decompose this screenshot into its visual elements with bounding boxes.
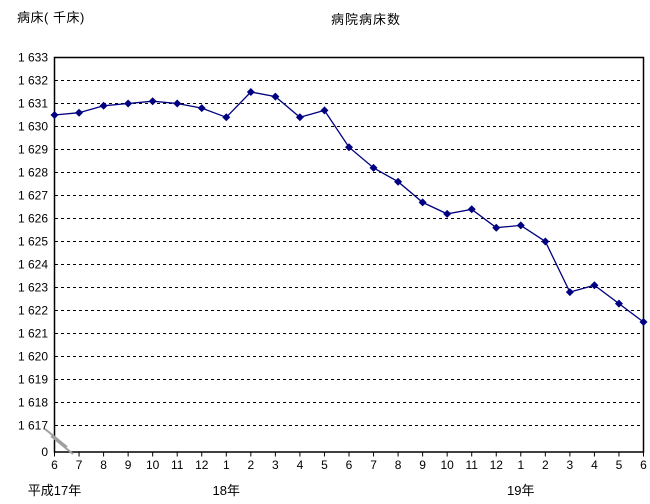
data-point-marker (148, 97, 157, 106)
y-axis-title: 病床( 千床) (17, 10, 85, 25)
x-tick-label: 9 (419, 458, 426, 472)
data-point-marker (467, 205, 476, 214)
data-point-marker (99, 101, 108, 110)
y-tick-label: 1 618 (18, 396, 48, 410)
data-point-marker (614, 299, 623, 308)
y-tick-label: 1 620 (18, 350, 48, 364)
x-tick-label: 4 (591, 458, 598, 472)
year-label: 平成17年 (28, 483, 81, 498)
x-tick-label: 6 (640, 458, 647, 472)
chart-title: 病院病床数 (331, 12, 402, 27)
x-tick-label: 5 (321, 458, 328, 472)
x-tick-label: 2 (247, 458, 254, 472)
data-point-marker (541, 237, 550, 246)
y-tick-label: 1 631 (18, 97, 48, 111)
data-point-marker (639, 318, 648, 326)
data-point-marker (50, 111, 59, 119)
y-tick-label: 1 619 (18, 373, 48, 387)
x-tick-label: 9 (125, 458, 132, 472)
y-zero-label: 0 (41, 445, 48, 459)
x-tick-label: 5 (616, 458, 623, 472)
data-point-marker (565, 288, 574, 297)
y-tick-label: 1 633 (18, 51, 48, 65)
x-tick-label: 10 (146, 458, 160, 472)
x-tick-label: 4 (297, 458, 304, 472)
x-tick-label: 10 (440, 458, 454, 472)
y-tick-label: 1 624 (18, 258, 48, 272)
data-point-marker (124, 99, 133, 108)
x-tick-label: 6 (51, 458, 58, 472)
x-tick-label: 12 (490, 458, 504, 472)
data-point-marker (345, 143, 353, 152)
plot-border (53, 56, 645, 453)
axis-break-mark (44, 428, 68, 448)
axis-break-mark (50, 435, 74, 455)
y-tick-label: 1 625 (18, 235, 48, 249)
x-tick-label: 7 (370, 458, 377, 472)
x-tick-label: 3 (272, 458, 279, 472)
y-tick-label: 1 630 (18, 120, 48, 134)
x-tick-label: 1 (517, 458, 524, 472)
y-tick-label: 1 617 (18, 419, 48, 433)
data-point-marker (271, 92, 280, 101)
year-label: 19年 (507, 483, 534, 498)
x-tick-label: 8 (395, 458, 402, 472)
data-point-marker (590, 281, 599, 290)
data-point-marker (173, 99, 182, 108)
y-tick-label: 1 632 (18, 74, 48, 88)
data-point-marker (443, 209, 452, 218)
x-tick-label: 12 (195, 458, 209, 472)
data-point-marker (492, 223, 501, 232)
data-point-marker (295, 113, 304, 122)
data-point-marker (246, 88, 255, 96)
x-tick-label: 3 (567, 458, 574, 472)
year-label: 18年 (213, 483, 240, 498)
y-tick-label: 1 623 (18, 281, 48, 295)
x-tick-label: 2 (542, 458, 549, 472)
y-tick-label: 1 621 (18, 327, 48, 341)
x-tick-label: 8 (100, 458, 107, 472)
y-tick-label: 1 629 (18, 143, 48, 157)
data-point-marker (516, 221, 525, 230)
data-point-marker (394, 177, 403, 186)
data-point-marker (222, 113, 231, 122)
y-tick-label: 1 628 (18, 166, 48, 180)
x-tick-label: 11 (465, 458, 478, 472)
y-tick-label: 1 622 (18, 304, 48, 318)
x-tick-label: 7 (76, 458, 83, 472)
x-tick-label: 1 (223, 458, 230, 472)
data-point-marker (197, 104, 206, 113)
data-point-marker (75, 108, 84, 117)
data-point-marker (369, 163, 378, 172)
x-tick-label: 6 (346, 458, 353, 472)
y-tick-label: 1 626 (18, 212, 48, 226)
y-tick-label: 1 627 (18, 189, 48, 203)
data-point-marker (320, 106, 329, 115)
x-tick-label: 11 (171, 458, 184, 472)
data-point-marker (418, 198, 427, 207)
